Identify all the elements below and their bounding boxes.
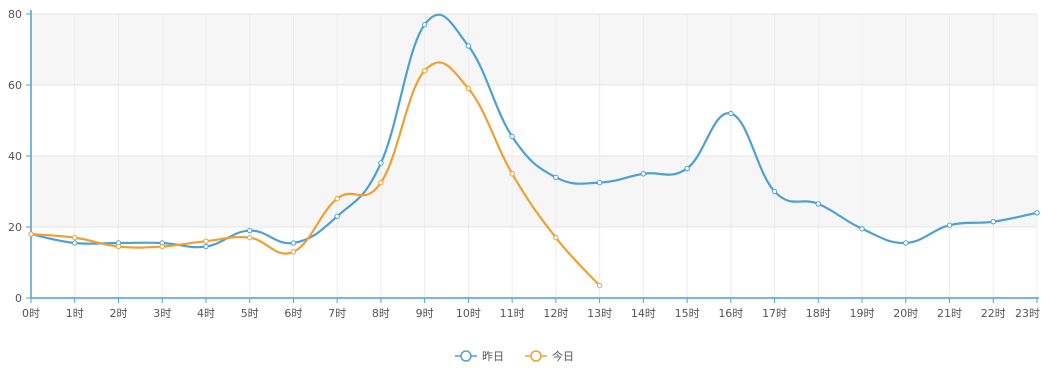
data-point[interactable] [728,110,734,117]
x-tick-label: 17时 [762,307,787,320]
data-point[interactable] [378,160,384,166]
plot-band [31,85,1037,156]
x-tick-label: 13时 [587,307,612,320]
data-point[interactable] [903,240,909,246]
x-tick-label: 22时 [981,307,1006,320]
x-tick-label: 8时 [372,307,390,320]
y-tick-label: 20 [8,221,22,234]
x-tick-label: 20时 [893,307,918,320]
x-tick-label: 6时 [284,307,302,320]
data-point[interactable] [159,243,165,250]
data-point[interactable] [509,133,515,140]
data-point[interactable] [246,227,253,234]
x-tick-label: 18时 [806,307,831,320]
data-point[interactable] [465,85,472,92]
data-point[interactable] [421,68,428,74]
data-point[interactable] [596,179,603,186]
y-tick-label: 60 [8,79,22,92]
y-axis-ticks: 0 20 40 60 80 [8,8,31,305]
legend: 昨日 今日 [455,349,574,363]
data-point[interactable] [72,234,78,241]
legend-item[interactable]: 昨日 [455,350,504,363]
data-point[interactable] [596,282,603,289]
x-tick-label: 15时 [675,307,700,320]
y-tick-label: 0 [15,292,22,305]
plot-band [31,227,1037,298]
data-point[interactable] [990,218,996,225]
plot-band [31,14,1037,85]
x-tick-label: 23时 [1015,307,1040,320]
data-point[interactable] [640,171,647,177]
legend-marker [530,350,542,362]
data-point[interactable] [115,243,122,250]
y-tick-label: 80 [8,8,22,21]
x-tick-label: 1时 [66,307,84,320]
plot-background [31,14,1037,298]
x-tick-label: 7时 [328,307,346,320]
series-points [28,21,1040,289]
x-axis-ticks: 0时 1时 2时 3时 4时 5时 6时 7时 8时 9时 10时 11时 12时 13时 14时 15时 16… [22,298,1040,320]
x-tick-label: 11时 [500,307,525,320]
data-point[interactable] [859,226,865,232]
data-point[interactable] [334,195,340,202]
data-point[interactable] [246,234,253,241]
legend-marker [460,350,472,362]
x-tick-label: 12时 [543,307,568,320]
x-tick-label: 10时 [456,307,481,320]
data-point[interactable] [509,171,515,177]
legend-item[interactable]: 今日 [525,349,574,363]
data-point[interactable] [815,201,822,207]
data-point[interactable] [946,222,953,228]
x-tick-label: 5时 [241,307,259,320]
data-point[interactable] [203,243,209,250]
data-point[interactable] [553,174,559,181]
y-tick-label: 40 [8,150,22,163]
data-point[interactable] [290,240,297,246]
data-point[interactable] [334,213,340,220]
data-point[interactable] [378,179,384,186]
x-tick-label: 16时 [718,307,743,320]
data-point[interactable] [771,188,778,195]
x-tick-label: 2时 [109,307,127,320]
data-point[interactable] [553,234,559,241]
x-tick-label: 4时 [197,307,215,320]
data-point[interactable] [684,165,690,172]
data-point[interactable] [28,231,34,237]
x-tick-label: 9时 [416,307,434,320]
data-point[interactable] [290,249,297,255]
axes [30,10,1039,299]
x-tick-label: 19时 [850,307,875,320]
legend-label: 今日 [552,349,574,363]
data-point[interactable] [72,240,78,246]
x-tick-label: 3时 [153,307,171,320]
x-tick-label: 0时 [22,307,40,320]
plot-band [31,156,1037,227]
data-point[interactable] [203,238,209,244]
data-point[interactable] [421,21,428,28]
x-tick-label: 21时 [937,307,962,320]
x-tick-label: 14时 [631,307,656,320]
data-point[interactable] [1034,210,1040,216]
legend-label: 昨日 [482,350,504,363]
data-point[interactable] [465,43,472,49]
